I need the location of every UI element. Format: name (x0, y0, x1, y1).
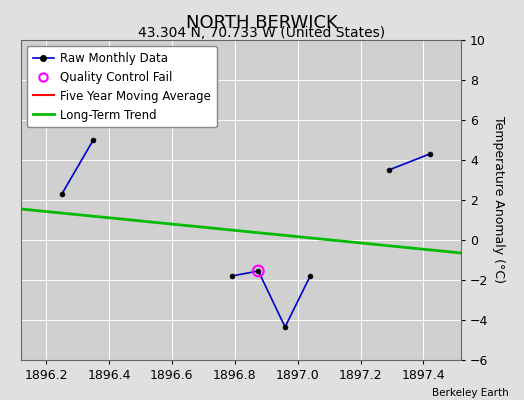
Text: NORTH BERWICK: NORTH BERWICK (186, 14, 338, 32)
Legend: Raw Monthly Data, Quality Control Fail, Five Year Moving Average, Long-Term Tren: Raw Monthly Data, Quality Control Fail, … (27, 46, 217, 128)
Point (254, 268, 263, 274)
Y-axis label: Temperature Anomaly (°C): Temperature Anomaly (°C) (492, 116, 505, 284)
Text: Berkeley Earth: Berkeley Earth (432, 388, 508, 398)
Text: 43.304 N, 70.733 W (United States): 43.304 N, 70.733 W (United States) (138, 26, 386, 40)
